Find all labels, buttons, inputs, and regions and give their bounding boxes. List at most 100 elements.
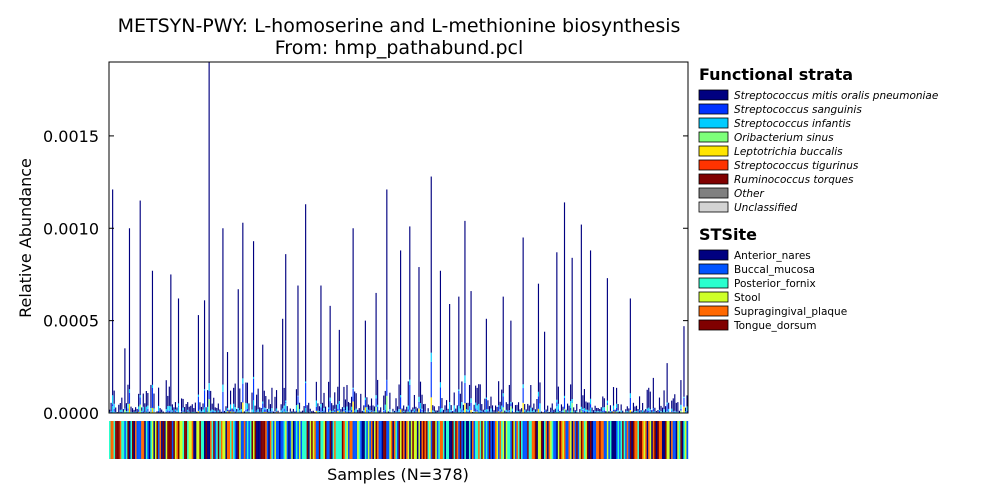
bar-segment bbox=[121, 412, 122, 413]
bar-segment bbox=[509, 411, 510, 412]
bar-segment bbox=[198, 315, 199, 395]
bar-segment bbox=[498, 407, 499, 412]
bar-segment bbox=[584, 408, 585, 411]
bar-segment bbox=[593, 410, 594, 412]
bar-segment bbox=[178, 298, 179, 403]
site-strip-cell bbox=[169, 421, 171, 459]
bar-segment bbox=[558, 404, 559, 410]
bar-segment bbox=[281, 404, 282, 410]
bar-segment bbox=[613, 387, 614, 406]
bar-segment bbox=[176, 412, 177, 413]
site-strip-cell bbox=[634, 421, 636, 459]
bar-segment bbox=[258, 389, 259, 410]
bar-segment bbox=[371, 398, 372, 410]
bar-segment bbox=[302, 411, 303, 413]
bar-segment bbox=[261, 408, 262, 412]
bar-segment bbox=[153, 394, 154, 409]
bar-segment bbox=[662, 408, 663, 413]
bar-segment bbox=[644, 410, 645, 412]
bar-segment bbox=[575, 410, 576, 413]
bar-segment bbox=[642, 403, 643, 410]
bar-segment bbox=[475, 408, 476, 411]
site-strip-cell bbox=[461, 421, 463, 459]
bar-segment bbox=[556, 402, 557, 406]
bar-segment bbox=[431, 353, 432, 362]
site-strip-cell bbox=[547, 421, 549, 459]
bar-segment bbox=[209, 399, 210, 413]
site-strip-cell bbox=[132, 421, 134, 459]
bar-segment bbox=[651, 410, 652, 412]
site-strip-cell bbox=[299, 421, 301, 459]
bar-segment bbox=[489, 406, 490, 412]
bar-segment bbox=[233, 404, 234, 410]
bar-segment bbox=[604, 410, 605, 412]
bar-segment bbox=[153, 408, 154, 411]
site-strip-cell bbox=[412, 421, 414, 459]
site-strip-cell bbox=[245, 421, 247, 459]
bar-segment bbox=[241, 402, 242, 409]
site-strip-cell bbox=[161, 421, 163, 459]
bar-segment bbox=[582, 410, 583, 412]
bar-segment bbox=[667, 363, 668, 402]
bar-segment bbox=[526, 409, 527, 412]
site-strip-cell bbox=[443, 421, 445, 459]
bar-segment bbox=[170, 411, 171, 412]
bar-segment bbox=[291, 411, 292, 412]
bar-segment bbox=[130, 407, 131, 412]
site-strip-cell bbox=[330, 421, 332, 459]
bar-segment bbox=[512, 402, 513, 408]
bar-segment bbox=[141, 407, 142, 410]
site-strip-cell bbox=[137, 421, 139, 459]
site-strip-cell bbox=[365, 421, 367, 459]
site-strip-cell bbox=[167, 421, 169, 459]
site-strip-cell bbox=[340, 421, 342, 459]
bar-segment bbox=[464, 221, 465, 375]
site-strip-cell bbox=[651, 421, 653, 459]
site-strip-cell bbox=[662, 421, 664, 459]
site-strip-cell bbox=[385, 421, 387, 459]
bar-segment bbox=[621, 411, 622, 413]
bar-segment bbox=[363, 405, 364, 410]
bar-segment bbox=[418, 397, 419, 402]
bar-segment bbox=[503, 396, 504, 407]
bar-segment bbox=[411, 410, 412, 413]
bar-segment bbox=[330, 401, 331, 410]
site-strip-cell bbox=[414, 421, 416, 459]
site-strip-cell bbox=[248, 421, 250, 459]
strata-legend-item-label: Ruminococcus torques bbox=[734, 174, 854, 186]
site-strip-cell bbox=[130, 421, 132, 459]
bar-segment bbox=[146, 407, 147, 411]
bar-segment bbox=[659, 410, 660, 411]
site-strip-cell bbox=[501, 421, 503, 459]
bar-segment bbox=[215, 411, 216, 412]
bar-segment bbox=[362, 411, 363, 413]
bar-segment bbox=[440, 409, 441, 413]
bar-segment bbox=[607, 278, 608, 401]
site-strip-cell bbox=[333, 421, 335, 459]
bar-segment bbox=[230, 404, 231, 409]
site-strip-cell bbox=[149, 421, 151, 459]
bar-segment bbox=[595, 406, 596, 411]
site-strip-cell bbox=[389, 421, 391, 459]
bar-segment bbox=[290, 412, 291, 413]
site-strip-cell bbox=[198, 421, 200, 459]
site-legend-item-label: Posterior_fornix bbox=[734, 278, 816, 290]
bar-segment bbox=[579, 409, 580, 412]
site-legend-item-label: Buccal_mucosa bbox=[734, 264, 815, 276]
bar-segment bbox=[284, 409, 285, 412]
bar-segment bbox=[264, 408, 265, 410]
bar-segment bbox=[480, 410, 481, 411]
site-strip-cell bbox=[679, 421, 681, 459]
bar-segment bbox=[547, 411, 548, 412]
site-strip-cell bbox=[241, 421, 243, 459]
bar-segment bbox=[466, 411, 467, 412]
bar-segment bbox=[285, 401, 286, 403]
bar-segment bbox=[152, 408, 153, 413]
site-strip-cell bbox=[192, 421, 194, 459]
site-strip-cell bbox=[520, 421, 522, 459]
bar-segment bbox=[403, 405, 404, 410]
bar-segment bbox=[270, 404, 271, 411]
site-legend-item-swatch bbox=[699, 306, 728, 316]
bar-segment bbox=[584, 411, 585, 413]
site-strip-cell bbox=[313, 421, 315, 459]
